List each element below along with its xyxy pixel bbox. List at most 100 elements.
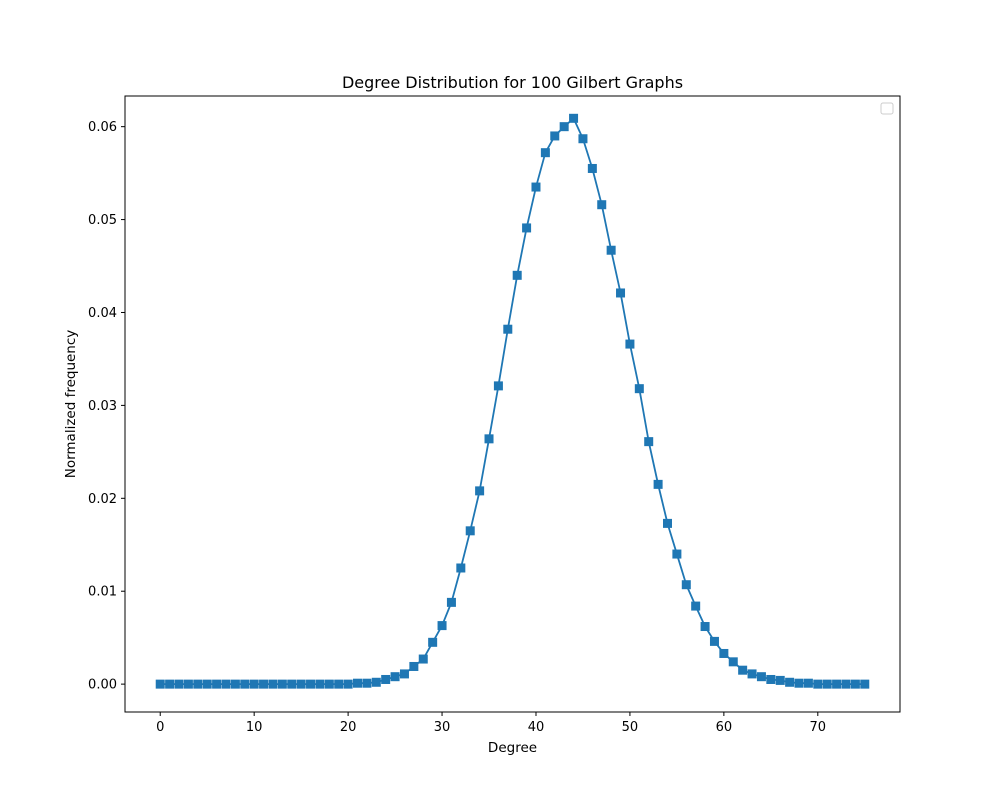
data-point-marker: [362, 678, 372, 688]
y-axis-label: Normalized frequency: [63, 330, 79, 479]
x-tick-label: 50: [622, 720, 639, 735]
data-point-marker: [709, 636, 719, 646]
data-point-marker: [803, 678, 813, 688]
y-axis: 0.00 0.01 0.02 0.03 0.04 0.05 0.06: [88, 120, 125, 693]
data-point-marker: [822, 679, 832, 689]
data-point-marker: [277, 679, 287, 689]
data-point-marker: [663, 518, 672, 528]
data-point-marker: [747, 669, 757, 679]
data-point-marker: [221, 679, 231, 689]
data-point-marker: [202, 679, 212, 689]
x-tick-label: 20: [340, 720, 357, 735]
x-tick-label: 40: [528, 720, 545, 735]
y-tick-label: 0.01: [88, 585, 117, 600]
data-point-marker: [249, 679, 259, 689]
y-tick-label: 0.03: [88, 399, 117, 414]
data-point-marker: [578, 134, 588, 144]
data-point-marker: [334, 679, 344, 689]
data-point-marker: [409, 661, 419, 671]
data-point-marker: [446, 597, 456, 607]
data-point-marker: [475, 486, 485, 496]
y-tick-label: 0.02: [88, 492, 117, 507]
data-point-marker: [343, 679, 353, 689]
data-point-marker: [465, 526, 475, 536]
data-point-marker: [794, 678, 804, 688]
data-point-marker: [324, 679, 334, 689]
data-point-marker: [484, 434, 494, 444]
data-point-marker: [681, 580, 691, 590]
data-point-marker: [306, 679, 316, 689]
y-tick-label: 0.05: [88, 213, 117, 228]
chart-title: Degree Distribution for 100 Gilbert Grap…: [342, 73, 683, 92]
data-point-marker: [775, 675, 785, 685]
data-point-marker: [738, 665, 748, 675]
data-point-marker: [230, 679, 240, 689]
data-point-marker: [700, 622, 710, 632]
x-axis-label: Degree: [488, 740, 537, 756]
data-point-marker: [390, 672, 400, 682]
data-point-marker: [606, 245, 616, 255]
data-point-marker: [672, 549, 682, 559]
x-tick-label: 0: [156, 720, 164, 735]
y-tick-label: 0.06: [88, 120, 117, 135]
data-point-marker: [785, 677, 795, 687]
data-point-marker: [850, 679, 860, 689]
data-point-marker: [841, 679, 851, 689]
data-point-marker: [587, 163, 597, 173]
legend-box: [880, 102, 894, 115]
data-point-marker: [493, 381, 503, 391]
data-point-marker: [212, 679, 222, 689]
data-point-marker: [155, 679, 165, 689]
data-point-marker: [240, 679, 250, 689]
data-point-marker: [766, 674, 776, 684]
data-point-marker: [512, 270, 522, 280]
data-point-marker: [756, 672, 766, 682]
data-point-marker: [540, 148, 550, 158]
data-point-marker: [381, 674, 391, 684]
data-point-marker: [728, 657, 738, 667]
data-point-marker: [569, 113, 579, 123]
data-point-marker: [522, 223, 532, 233]
data-point-marker: [644, 437, 654, 447]
data-point-marker: [315, 679, 325, 689]
data-point-marker: [418, 654, 428, 664]
data-point-marker: [860, 679, 870, 689]
data-point-marker: [832, 679, 842, 689]
y-tick-label: 0.04: [88, 306, 117, 321]
data-point-marker: [296, 679, 306, 689]
x-tick-label: 70: [810, 720, 827, 735]
data-point-marker: [428, 637, 438, 647]
series-line: [160, 117, 865, 686]
data-point-marker: [353, 678, 362, 688]
data-point-marker: [559, 122, 569, 132]
data-point-marker: [691, 601, 701, 611]
data-point-marker: [268, 679, 278, 689]
data-point-marker: [597, 200, 607, 210]
data-point-marker: [287, 679, 297, 689]
data-point-marker: [456, 563, 466, 573]
data-point-marker: [550, 131, 560, 141]
x-tick-label: 10: [246, 720, 263, 735]
series-layer: [155, 113, 870, 689]
data-point-marker: [503, 324, 513, 334]
data-point-marker: [531, 182, 541, 192]
x-axis: 0 10 20 30 40 50 60 70: [156, 712, 826, 735]
data-point-marker: [183, 679, 193, 689]
data-point-marker: [193, 679, 203, 689]
data-point-marker: [616, 288, 626, 298]
axes-frame: [124, 95, 901, 713]
data-point-marker: [625, 339, 635, 349]
x-tick-label: 60: [716, 720, 733, 735]
data-point-marker: [634, 384, 644, 394]
data-point-marker: [174, 679, 184, 689]
y-tick-label: 0.00: [88, 678, 117, 693]
data-point-marker: [653, 479, 663, 489]
data-point-marker: [165, 679, 175, 689]
data-point-marker: [437, 621, 447, 631]
x-tick-label: 30: [434, 720, 451, 735]
data-point-marker: [719, 648, 729, 658]
data-point-marker: [399, 669, 409, 679]
data-point-marker: [813, 679, 823, 689]
